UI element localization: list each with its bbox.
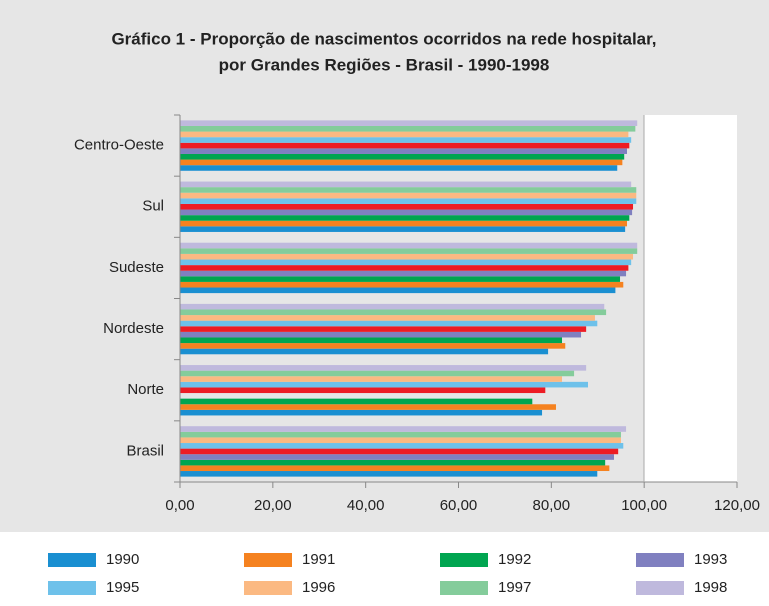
chart-title: Gráfico 1 - Proporção de nascimentos oco… bbox=[111, 29, 656, 48]
bar bbox=[180, 326, 587, 332]
bar bbox=[180, 120, 638, 126]
y-tick-label: Brasil bbox=[126, 442, 164, 459]
bar bbox=[180, 198, 637, 204]
legend-label: 1995 bbox=[106, 579, 139, 596]
bar bbox=[180, 131, 629, 138]
legend-swatch bbox=[244, 553, 292, 567]
bar bbox=[180, 281, 624, 288]
legend-label: 1991 bbox=[302, 551, 335, 568]
x-tick-label: 80,00 bbox=[533, 497, 571, 514]
bar bbox=[180, 426, 627, 432]
bar bbox=[180, 431, 621, 438]
bar bbox=[180, 303, 605, 310]
bar bbox=[180, 220, 627, 227]
bar bbox=[180, 165, 618, 171]
legend-label: 1990 bbox=[106, 551, 139, 568]
bar bbox=[180, 443, 624, 449]
bar bbox=[180, 270, 627, 277]
bar bbox=[180, 142, 630, 149]
bar bbox=[180, 137, 632, 143]
bar bbox=[180, 365, 587, 371]
bar bbox=[180, 320, 598, 327]
bar bbox=[180, 215, 630, 221]
bar bbox=[180, 409, 543, 416]
bar bbox=[180, 471, 598, 477]
bar bbox=[180, 187, 637, 193]
bar bbox=[180, 192, 637, 199]
bar bbox=[180, 248, 638, 254]
bar bbox=[180, 153, 625, 160]
bar bbox=[180, 259, 632, 266]
plot-white-area bbox=[644, 115, 737, 482]
x-tick-label: 120,00 bbox=[714, 497, 760, 514]
legend-label: 1997 bbox=[498, 579, 531, 596]
bar bbox=[180, 437, 621, 444]
bar bbox=[180, 181, 632, 188]
bar bbox=[180, 404, 556, 410]
bar bbox=[180, 337, 563, 344]
legend-label: 1993 bbox=[694, 551, 727, 568]
y-tick-label: Sul bbox=[142, 198, 164, 215]
legend-swatch bbox=[48, 581, 96, 595]
bar bbox=[180, 331, 582, 338]
legend-label: 1996 bbox=[302, 579, 335, 596]
legend-swatch bbox=[440, 581, 488, 595]
bar bbox=[180, 125, 636, 132]
bar bbox=[180, 287, 616, 294]
bar bbox=[180, 315, 595, 321]
legend-swatch bbox=[636, 553, 684, 567]
bar bbox=[180, 465, 610, 472]
legend-swatch bbox=[440, 553, 488, 567]
chart-title: por Grandes Regiões - Brasil - 1990-1998 bbox=[219, 55, 550, 74]
bar bbox=[180, 370, 575, 377]
x-tick-label: 60,00 bbox=[440, 497, 478, 514]
bar bbox=[180, 242, 638, 249]
legend-label: 1992 bbox=[498, 551, 531, 568]
bar bbox=[180, 309, 607, 316]
legend-swatch bbox=[636, 581, 684, 595]
x-tick-label: 20,00 bbox=[254, 497, 292, 514]
legend-label: 1998 bbox=[694, 579, 727, 596]
x-tick-label: 100,00 bbox=[621, 497, 667, 514]
bar bbox=[180, 387, 546, 394]
bar bbox=[180, 276, 621, 282]
bar bbox=[180, 454, 614, 460]
bar bbox=[180, 381, 589, 388]
y-tick-label: Centro-Oeste bbox=[74, 137, 164, 154]
bar bbox=[180, 159, 623, 166]
bar bbox=[180, 376, 563, 382]
y-tick-label: Nordeste bbox=[103, 320, 164, 337]
bar bbox=[180, 348, 549, 355]
bar bbox=[180, 203, 634, 210]
legend-swatch bbox=[48, 553, 96, 567]
bar bbox=[180, 209, 633, 216]
bar bbox=[180, 226, 626, 232]
bar bbox=[180, 148, 627, 154]
x-tick-label: 40,00 bbox=[347, 497, 385, 514]
bar bbox=[180, 253, 634, 260]
y-tick-label: Sudeste bbox=[109, 259, 164, 276]
bar bbox=[180, 265, 629, 271]
bar bbox=[180, 398, 533, 405]
bar bbox=[180, 459, 606, 466]
y-tick-label: Norte bbox=[127, 381, 164, 398]
x-tick-label: 0,00 bbox=[165, 497, 194, 514]
bar bbox=[180, 448, 619, 455]
bar bbox=[180, 343, 566, 349]
legend-swatch bbox=[244, 581, 292, 595]
